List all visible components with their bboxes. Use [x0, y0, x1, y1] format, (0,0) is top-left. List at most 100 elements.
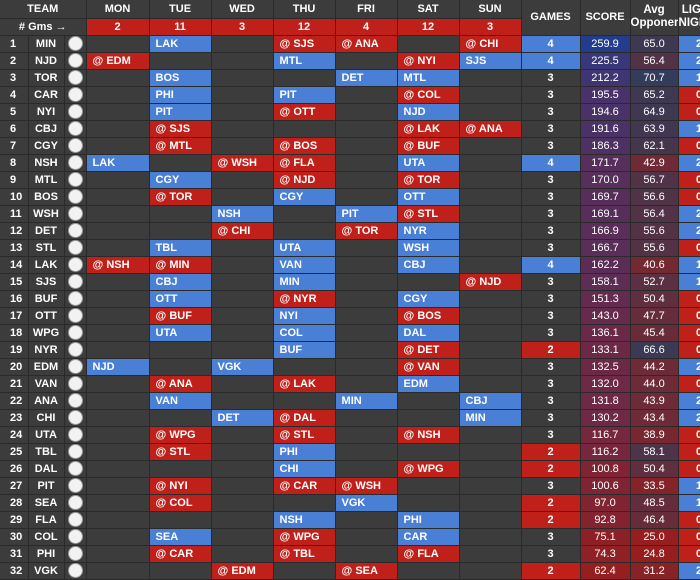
game-cell: [211, 460, 274, 478]
team-logo-cell: [64, 426, 87, 444]
rank-cell: 5: [0, 103, 29, 121]
team-logo-icon: [67, 529, 83, 544]
avg-opponent-cell: 56.7: [630, 171, 679, 189]
game-cell: NJD: [397, 103, 460, 121]
game-cell: @ CHI: [211, 222, 274, 240]
game-cell: UTA: [149, 324, 212, 342]
score-cell: 259.9: [580, 35, 631, 53]
game-cell: [211, 528, 274, 546]
games-count: 2: [521, 341, 581, 359]
game-cell: [211, 324, 274, 342]
team-logo-cell: [64, 171, 87, 189]
avg-opponent-cell: 64.9: [630, 103, 679, 121]
avg-opponent-cell: 43.4: [630, 409, 679, 427]
light-nights-cell: 2: [678, 409, 700, 427]
avg-opponent-cell: 56.4: [630, 52, 679, 70]
day-count-tue: 11: [149, 18, 212, 36]
light-nights-cell: 2: [678, 205, 700, 223]
team-logo-icon: [67, 325, 83, 340]
score-cell: 136.1: [580, 324, 631, 342]
team-logo-cell: [64, 358, 87, 376]
game-cell: [459, 375, 522, 393]
game-cell: @ WPG: [397, 460, 460, 478]
game-cell: [86, 341, 150, 359]
game-cell: [335, 103, 398, 121]
game-cell: [211, 494, 274, 512]
game-cell: [211, 511, 274, 529]
game-cell: [335, 290, 398, 308]
light-nights-cell: 0: [678, 426, 700, 444]
game-cell: MTL: [273, 52, 336, 70]
game-cell: [459, 460, 522, 478]
game-cell: [211, 120, 274, 138]
game-cell: [397, 392, 460, 410]
game-cell: @ ANA: [149, 375, 212, 393]
game-cell: CBJ: [397, 256, 460, 274]
avg-opponent-cell: 31.2: [630, 562, 679, 580]
game-cell: [86, 307, 150, 325]
game-cell: [211, 443, 274, 461]
game-cell: [273, 562, 336, 580]
team-logo-cell: [64, 290, 87, 308]
games-per-day-label: # Gms →: [0, 18, 87, 36]
game-cell: [397, 477, 460, 495]
team-logo-cell: [64, 511, 87, 529]
game-cell: @ COL: [149, 494, 212, 512]
score-cell: 191.6: [580, 120, 631, 138]
game-cell: @ BUF: [149, 307, 212, 325]
avg-opponent-cell: 56.4: [630, 205, 679, 223]
game-cell: MIN: [459, 409, 522, 427]
game-cell: NYI: [273, 307, 336, 325]
avg-opponent-cell: 46.4: [630, 511, 679, 529]
rank-cell: 9: [0, 171, 29, 189]
light-nights-cell: 0: [678, 307, 700, 325]
team-logo-cell: [64, 137, 87, 155]
game-cell: [86, 239, 150, 257]
team-logo-icon: [67, 274, 83, 289]
team-logo-icon: [67, 359, 83, 374]
rank-cell: 6: [0, 120, 29, 138]
game-cell: [273, 358, 336, 376]
game-cell: [397, 494, 460, 512]
game-cell: [335, 256, 398, 274]
game-cell: [86, 86, 150, 104]
team-logo-icon: [67, 376, 83, 391]
rank-cell: 2: [0, 52, 29, 70]
games-count: 2: [521, 443, 581, 461]
team-abbr: WPG: [28, 324, 65, 342]
team-logo-cell: [64, 222, 87, 240]
team-abbr: CGY: [28, 137, 65, 155]
game-cell: [459, 545, 522, 563]
game-cell: VGK: [335, 494, 398, 512]
game-cell: [86, 392, 150, 410]
team-abbr: BUF: [28, 290, 65, 308]
rank-cell: 15: [0, 273, 29, 291]
games-count: 4: [521, 154, 581, 172]
score-cell: 97.0: [580, 494, 631, 512]
game-cell: @ LAK: [397, 120, 460, 138]
rank-cell: 26: [0, 460, 29, 478]
avg-opponent-cell: 44.2: [630, 358, 679, 376]
score-cell: 116.7: [580, 426, 631, 444]
game-cell: [211, 273, 274, 291]
game-cell: [86, 273, 150, 291]
game-cell: [459, 239, 522, 257]
light-nights-cell: 0: [678, 188, 700, 206]
score-cell: 170.0: [580, 171, 631, 189]
game-cell: [86, 137, 150, 155]
score-cell: 169.1: [580, 205, 631, 223]
team-abbr: TOR: [28, 69, 65, 87]
game-cell: [335, 154, 398, 172]
team-logo-icon: [67, 546, 83, 561]
day-header-wed: WED: [211, 0, 274, 19]
team-abbr: WSH: [28, 205, 65, 223]
game-cell: LAK: [149, 35, 212, 53]
game-cell: [86, 477, 150, 495]
game-cell: @ FLA: [397, 545, 460, 563]
team-logo-cell: [64, 86, 87, 104]
